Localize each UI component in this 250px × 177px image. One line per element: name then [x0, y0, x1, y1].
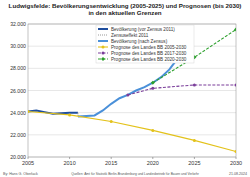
x-tick-label: 2005 — [22, 160, 34, 166]
x-tick-label: 2020 — [147, 160, 159, 166]
legend-marker — [102, 46, 105, 49]
point — [193, 83, 196, 86]
legend-swatch — [98, 46, 108, 47]
y-tick-label: 30.000 — [10, 43, 26, 49]
series-line — [28, 112, 236, 152]
x-tick — [69, 157, 70, 159]
footer-note: 21.08.2024 — [229, 172, 247, 176]
point — [28, 110, 30, 113]
y-tick-label: 24.000 — [10, 110, 26, 116]
point — [193, 139, 196, 142]
legend-label: Prognose des Landes BB 2005-2030 — [111, 45, 187, 50]
x-tick — [194, 157, 195, 159]
x-tick — [111, 157, 112, 159]
legend-swatch — [98, 52, 108, 53]
legend-label: Zensuseffekt 2011 — [111, 33, 149, 38]
legend-label: Bevölkerung (nach Zensus) — [111, 39, 168, 44]
legend-marker — [102, 52, 105, 55]
y-tick-label: 26.000 — [10, 88, 26, 94]
title-line: in den aktuellen Grenzen — [88, 9, 161, 16]
series-line — [128, 85, 236, 95]
legend-box — [96, 25, 194, 63]
point — [68, 113, 71, 116]
x-tick — [28, 157, 29, 159]
x-tick — [236, 157, 237, 159]
legend-label: Prognose des Landes BB 2017-2030 — [111, 51, 187, 56]
point — [234, 28, 236, 32]
title: Ludwigsfelde: Bevölkerungsentwicklung (2… — [9, 2, 242, 16]
plot-area — [28, 28, 236, 153]
legend-swatch — [98, 40, 108, 42]
point — [235, 83, 237, 86]
point — [110, 120, 113, 123]
legend-swatch — [98, 34, 108, 35]
grid-line — [28, 90, 236, 91]
plot-frame — [28, 24, 236, 157]
point — [151, 129, 154, 132]
y-tick-label: 28.000 — [10, 65, 26, 71]
x-tick-label: 2010 — [63, 160, 75, 166]
footer-note: Quellen: Amt für Statistik Berlin-Brande… — [71, 172, 200, 176]
legend-marker — [101, 57, 105, 61]
point — [151, 87, 154, 90]
x-tick-label: 2030 — [230, 160, 242, 166]
grid-line — [28, 68, 236, 69]
footer-note: By: Hans G. Oberlack — [3, 172, 38, 176]
point — [151, 81, 155, 85]
x-tick-label: 2015 — [105, 160, 117, 166]
series-line — [78, 58, 178, 116]
y-tick-label: 32.000 — [10, 21, 26, 27]
legend: Bevölkerung (vor Zensus 2011)Zensuseffek… — [96, 25, 194, 63]
y-tick-label: 22.000 — [10, 132, 26, 138]
legend-swatch — [98, 28, 108, 30]
x-tick-label: 2025 — [188, 160, 200, 166]
point — [126, 93, 129, 96]
grid-line — [28, 134, 236, 135]
legend-label: Prognose des Landes BB 2020-2030 — [111, 57, 187, 62]
x-tick — [152, 157, 153, 159]
legend-label: Bevölkerung (vor Zensus 2011) — [111, 27, 175, 32]
chart: Ludwigsfelde: Bevölkerungsentwicklung (2… — [0, 0, 250, 177]
title-line: Ludwigsfelde: Bevölkerungsentwicklung (2… — [9, 2, 242, 9]
point — [235, 150, 237, 153]
